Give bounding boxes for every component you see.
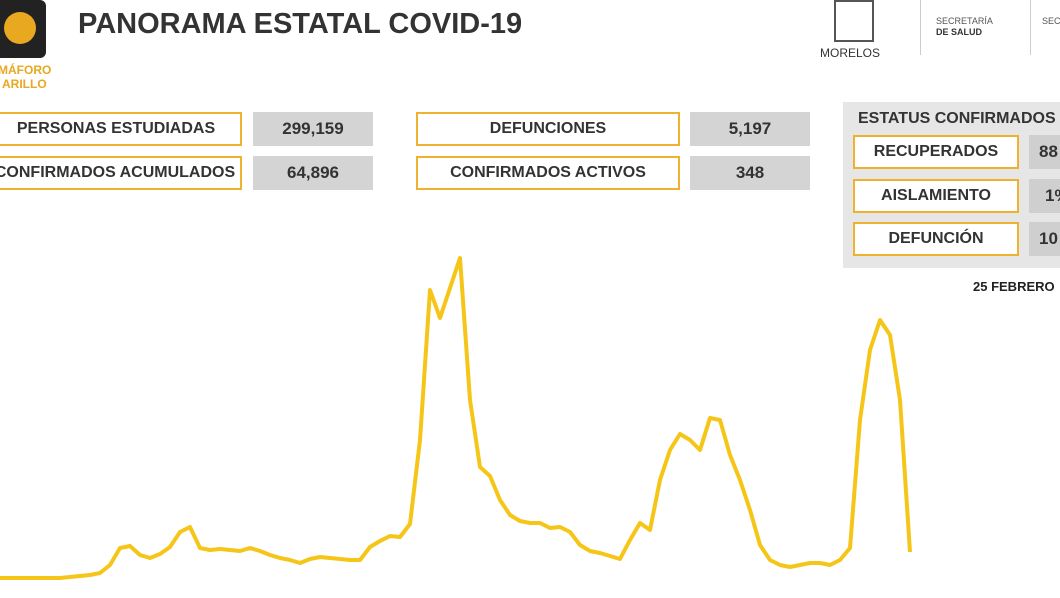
state-name: MORELOS [820,46,881,60]
status-title: ESTATUS CONFIRMADOS [858,110,1056,127]
status-label: DEFUNCIÓN [853,222,1019,256]
agency: SECRE [1042,16,1060,26]
stat-label: DEFUNCIONES [416,112,680,146]
agency: SECRETARÍA [936,16,993,26]
stat-value: 348 [690,156,810,190]
logo-text: ARILLO [2,77,47,91]
agency: DE SALUD [936,27,983,37]
divider [1030,0,1031,55]
date: 25 FEBRERO [973,279,1055,294]
stat-value: 64,896 [253,156,373,190]
status-label: RECUPERADOS [853,135,1019,169]
logo-text: MÁFORO [0,63,52,77]
line [0,256,912,580]
divider [920,0,921,55]
status-value: 10 [1029,222,1060,256]
stat-value: 5,197 [690,112,810,146]
stat-value: 299,159 [253,112,373,146]
status-value: 1% [1029,179,1060,213]
stat-label: CONFIRMADOS ACUMULADOS [0,156,242,190]
status-panel: ESTATUS CONFIRMADOS RECUPERADOS 88 AISLA… [843,102,1060,268]
logo [0,0,46,58]
status-value: 88 [1029,135,1060,169]
logo-emblem [4,12,36,44]
status-label: AISLAMIENTO [853,179,1019,213]
stat-label: CONFIRMADOS ACTIVOS [416,156,680,190]
state-seal [834,0,874,42]
stat-label: PERSONAS ESTUDIADAS [0,112,242,146]
title: PANORAMA ESTATAL COVID-19 [78,8,523,40]
